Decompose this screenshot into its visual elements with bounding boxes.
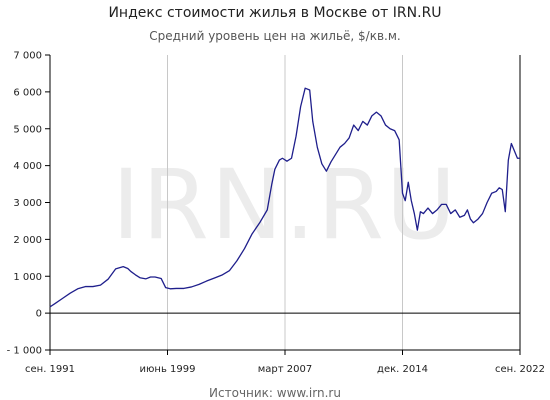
y-tick-label: - 1 000 [7,346,42,357]
y-tick-label: 2 000 [13,235,42,246]
y-tick-label: 7 000 [13,51,42,62]
y-tick-label: 5 000 [13,124,42,135]
x-tick-label: июнь 1999 [140,364,196,375]
y-tick-label: 0 [36,309,42,320]
y-tick-label: 3 000 [13,198,42,209]
y-tick-label: 6 000 [13,87,42,98]
source-text: Источник: www.irn.ru [209,386,341,400]
grid-lines [167,55,403,350]
chart-subtitle: Средний уровень цен на жильё, $/кв.м. [149,29,400,43]
y-tick-label: 1 000 [13,272,42,283]
series-line [49,87,520,308]
x-tick-label: сен. 2022 [495,364,545,375]
y-tick-label: 4 000 [13,161,42,172]
data-series [49,87,520,308]
chart-title: Индекс стоимости жилья в Москве от IRN.R… [108,5,441,21]
watermark: IRN.RU [112,149,458,261]
x-tick-label: март 2007 [258,364,312,375]
x-tick-label: дек. 2014 [377,364,428,375]
x-tick-label: сен. 1991 [25,364,75,375]
y-axis-ticks: - 1 000 0 1 000 2 000 3 000 4 000 5 000 6 000 7 … [7,51,50,357]
x-axis-ticks: сен. 1991 июнь 1999 март 2007 дек. 2014 сен.… [25,350,545,375]
